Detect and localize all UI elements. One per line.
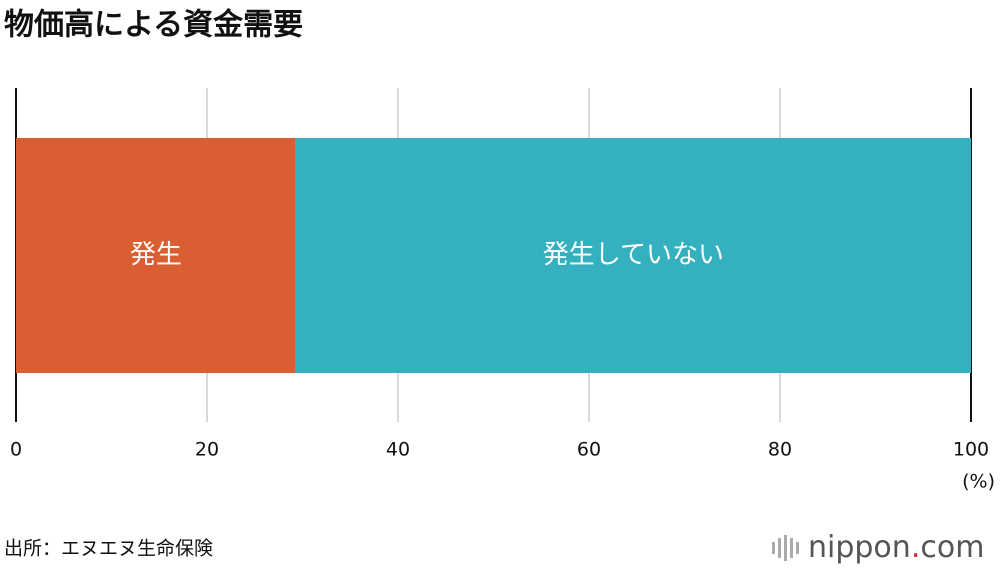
x-tick-label: 60 [577,439,601,461]
x-tick-label: 80 [768,439,792,461]
x-tick-label: 0 [10,439,22,461]
bar-segment [16,138,296,373]
source: 出所：エヌエヌ生命保険 [4,538,213,560]
logo-part: nippon [808,530,911,565]
x-tick-label: 20 [195,439,219,461]
logo: nippon.com [808,530,984,565]
logo-part: com [920,530,984,565]
chart-title: 物価高による資金需要 [4,8,303,43]
x-tick-label: 40 [386,439,410,461]
segment-label: 発生 [130,240,182,270]
segment-label: 発生していない [543,240,724,270]
logo-dot: . [911,530,921,565]
logo-mark [772,535,799,561]
x-tick-label: 100 [953,439,989,461]
bar-segment [295,138,971,373]
x-unit: (%) [962,471,995,493]
